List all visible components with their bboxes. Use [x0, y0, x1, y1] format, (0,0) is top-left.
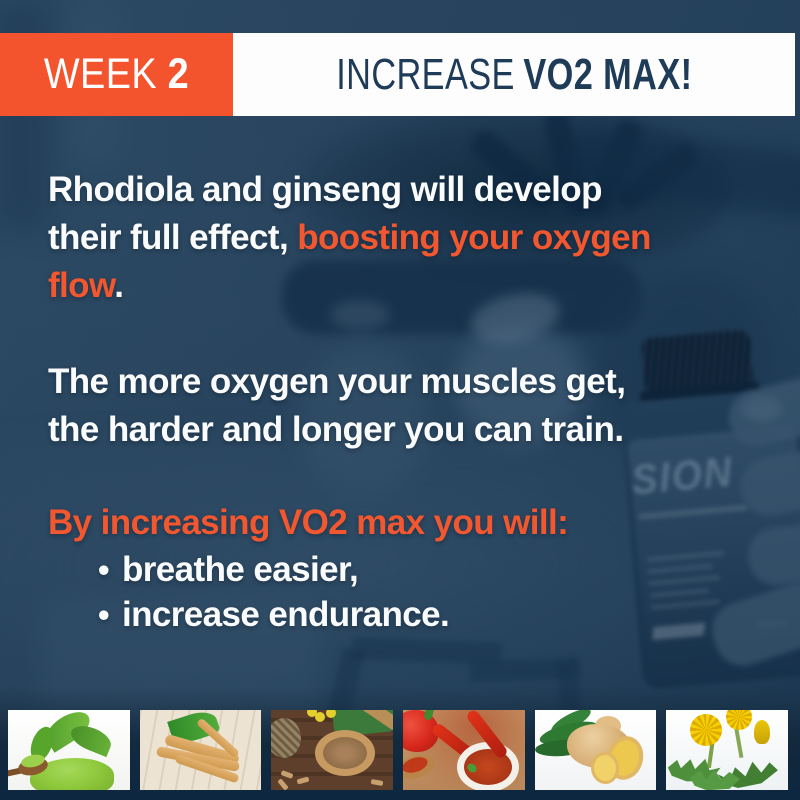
- sunglasses-reflection: [330, 300, 390, 330]
- dandelion-flower: [690, 714, 723, 746]
- text-line-3-plain: .: [114, 266, 124, 305]
- text-line: Rhodiola and ginseng will develop: [48, 166, 651, 214]
- benefits-heading-text: By increasing VO2 max you will:: [48, 503, 569, 542]
- text-line: their full effect, boosting your oxygen: [48, 214, 651, 262]
- week-badge-text: WEEK 2: [44, 50, 189, 99]
- ingredient-thumbnail-strip: [8, 710, 789, 790]
- list-item-text: breathe easier,: [122, 550, 359, 589]
- root-bit: [277, 778, 290, 790]
- leaf-icon: [67, 720, 115, 758]
- text-line-2: the harder and longer you can train.: [48, 410, 624, 449]
- list-item: • increase endurance.: [98, 592, 450, 637]
- paragraph-more-oxygen: The more oxygen your muscles get, the ha…: [48, 358, 626, 454]
- benefits-heading: By increasing VO2 max you will:: [48, 499, 569, 547]
- thumbnail-ginger-root: [534, 710, 657, 790]
- text-line-2-accent: boosting your oxygen: [297, 218, 651, 257]
- mesh-ball: [271, 718, 302, 758]
- week-label: WEEK: [44, 50, 158, 98]
- dandelion-bud: [754, 720, 771, 744]
- flower-icon: [307, 710, 318, 717]
- bullet-icon: •: [98, 551, 110, 588]
- sunglasses-silhouette: [282, 260, 642, 334]
- root-bit: [371, 778, 384, 787]
- dandelion-flower: [726, 710, 753, 730]
- list-item: • breathe easier,: [98, 547, 449, 592]
- week-badge: WEEK 2: [0, 33, 233, 116]
- headline-prefix: INCREASE: [335, 49, 515, 99]
- bullet-icon: •: [98, 596, 110, 633]
- text-line-1: Rhodiola and ginseng will develop: [48, 170, 602, 209]
- week-number: 2: [167, 50, 189, 98]
- dried-root-pieces: [323, 737, 368, 769]
- fingertip-highlight: [742, 396, 782, 422]
- thumbnail-dandelion: [666, 710, 789, 790]
- benefits-list: • breathe easier, • increase endurance.: [48, 547, 450, 637]
- thumbnail-dried-root-spoon: [271, 710, 394, 790]
- flower-icon: [315, 712, 326, 722]
- text-line: flow.: [48, 262, 651, 310]
- text-line: the harder and longer you can train.: [48, 406, 625, 454]
- text-line-2-plain: their full effect,: [48, 218, 298, 257]
- thumbnail-ginseng-roots: [139, 710, 262, 790]
- headline-emphasis: VO2 MAX!: [523, 49, 693, 99]
- root-bit: [296, 776, 310, 785]
- text-line: The more oxygen your muscles get,: [48, 358, 626, 406]
- thumbnail-red-peppers: [403, 710, 525, 790]
- headline-text: INCREASE VO2 MAX!: [336, 50, 692, 100]
- paragraph-rhodiola-ginseng: Rhodiola and ginseng will develop their …: [48, 166, 651, 310]
- headline-banner: INCREASE VO2 MAX!: [233, 33, 795, 116]
- text-line-1: The more oxygen your muscles get,: [48, 362, 626, 401]
- flower-icon: [326, 710, 337, 718]
- root-bit: [280, 770, 294, 779]
- text-line-3-accent: flow: [48, 266, 115, 305]
- thumbnail-green-powder: [8, 710, 130, 790]
- face-highlight: [455, 325, 585, 445]
- list-item-text: increase endurance.: [122, 595, 450, 634]
